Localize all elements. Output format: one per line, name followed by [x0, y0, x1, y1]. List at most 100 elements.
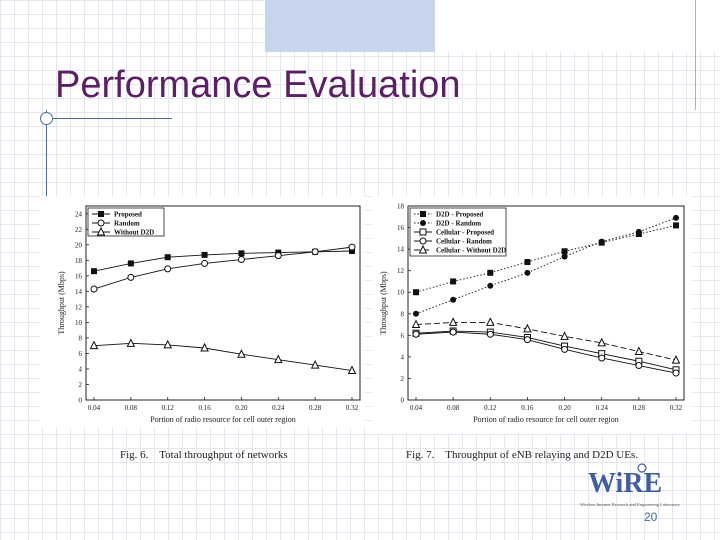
data-point: [485, 317, 495, 326]
y-tick-label: 6: [79, 350, 83, 358]
plot-frame: [85, 205, 361, 401]
data-point: [201, 251, 208, 258]
x-tick-label: 0.04: [410, 404, 423, 412]
data-point: [238, 250, 245, 257]
chart-fig6-panel: 0 2 4 6 8 10 12 14 16 18 20 22 24 0.04 0.08 0.12 0.16 0.2…: [40, 196, 365, 428]
y-tick-label: 8: [401, 310, 405, 318]
wire-logo: WiRE Wireless Internet Research and Engi…: [580, 460, 710, 520]
data-point: [598, 354, 606, 362]
legend-label: Proposed: [114, 211, 142, 219]
y-tick-label: 2: [401, 375, 405, 383]
data-point: [413, 310, 419, 317]
legend-swatch-marker: [419, 237, 427, 245]
x-tick-label: 0.32: [670, 404, 683, 412]
legend-label: Cellular - Proposed: [436, 229, 494, 237]
data-point: [486, 330, 494, 338]
data-point: [347, 365, 357, 375]
data-point: [310, 359, 320, 369]
header-accent-block: [265, 0, 435, 52]
y-tick-label: 20: [75, 241, 83, 249]
x-tick-label: 0.12: [484, 404, 497, 412]
x-tick-label: 0.04: [88, 404, 101, 412]
legend-swatch-marker: [96, 226, 106, 236]
chart-fig7-panel: 0 2 4 6 8 10 12 14 16 18 0.04 0.08 0.12 0.16 0.20 0.24 0…: [372, 196, 692, 434]
data-point: [413, 289, 419, 296]
title-underline: [46, 118, 172, 119]
data-point: [237, 349, 246, 358]
data-point: [598, 238, 605, 245]
x-tick-label: 0.20: [235, 404, 248, 412]
legend-label: Random: [114, 220, 140, 228]
data-point: [524, 259, 531, 266]
y-tick-label: 10: [397, 289, 405, 297]
series-line: [415, 321, 677, 361]
data-point: [348, 243, 356, 251]
y-tick-label: 14: [75, 288, 83, 296]
legend-swatch-marker: [419, 228, 427, 236]
data-point: [635, 362, 643, 370]
y-tick-label: 8: [79, 334, 83, 342]
data-point: [349, 248, 355, 255]
x-axis-label: Portion of radio resource for cell outer…: [473, 415, 619, 424]
data-point: [201, 259, 209, 267]
data-point: [487, 269, 494, 276]
y-tick-label: 6: [401, 332, 405, 340]
legend-swatch-marker: [418, 244, 428, 254]
series-line: [415, 330, 677, 371]
x-tick-label: 0.20: [558, 404, 571, 412]
data-point: [237, 256, 245, 264]
x-tick-label: 0.24: [596, 404, 609, 412]
slide-title: Performance Evaluation: [55, 64, 461, 106]
data-point: [91, 268, 97, 275]
series-line: [93, 342, 353, 371]
data-point: [597, 337, 607, 347]
legend-label: Cellular - Random: [436, 238, 492, 246]
data-point: [164, 254, 171, 261]
plot-frame: [407, 205, 685, 401]
data-point: [90, 285, 98, 293]
legend-swatch-marker: [97, 219, 105, 227]
y-tick-label: 18: [75, 257, 83, 265]
data-point: [449, 328, 457, 336]
y-tick-label: 4: [79, 365, 83, 373]
logo-dot-icon: [637, 463, 647, 473]
legend-swatch-marker: [420, 220, 426, 226]
data-point: [127, 273, 135, 281]
data-point: [523, 336, 531, 344]
y-tick-label: 0: [401, 397, 405, 405]
series-line: [415, 331, 677, 374]
y-tick-label: 16: [397, 224, 405, 232]
x-tick-label: 0.24: [272, 404, 285, 412]
data-point: [273, 354, 283, 364]
data-point: [200, 342, 209, 352]
y-axis-label: Throughput (Mbps): [379, 271, 388, 335]
x-tick-label: 0.08: [447, 404, 460, 412]
y-tick-label: 22: [75, 226, 83, 234]
y-tick-label: 2: [79, 381, 83, 389]
data-point: [450, 296, 457, 303]
chart-fig7: 0 2 4 6 8 10 12 14 16 18 0.04 0.08 0.12 0.16 0.20 0.24 0…: [379, 203, 685, 424]
data-point: [561, 248, 568, 255]
x-tick-label: 0.28: [309, 404, 322, 412]
x-tick-label: 0.32: [346, 404, 359, 412]
data-point: [634, 346, 644, 355]
data-point: [450, 278, 457, 285]
data-point: [561, 345, 569, 353]
x-axis-label: Portion of radio resource for cell outer…: [150, 415, 296, 424]
data-point: [126, 338, 136, 347]
data-point: [89, 340, 99, 350]
y-tick-label: 16: [75, 272, 83, 280]
page-number: 20: [644, 510, 658, 524]
data-point: [411, 319, 421, 329]
data-point: [524, 269, 531, 276]
data-point: [274, 252, 282, 260]
x-tick-label: 0.16: [198, 404, 211, 412]
data-point: [163, 339, 173, 349]
x-tick-label: 0.12: [162, 404, 175, 412]
y-tick-label: 10: [75, 319, 83, 327]
y-tick-label: 24: [75, 210, 83, 218]
data-point: [311, 248, 319, 256]
legend-swatch-marker: [420, 211, 426, 217]
chart-fig7-caption: Fig. 7. Throughput of eNB relaying and D…: [406, 449, 638, 461]
legend-label: Cellular - Without D2D: [436, 247, 506, 255]
